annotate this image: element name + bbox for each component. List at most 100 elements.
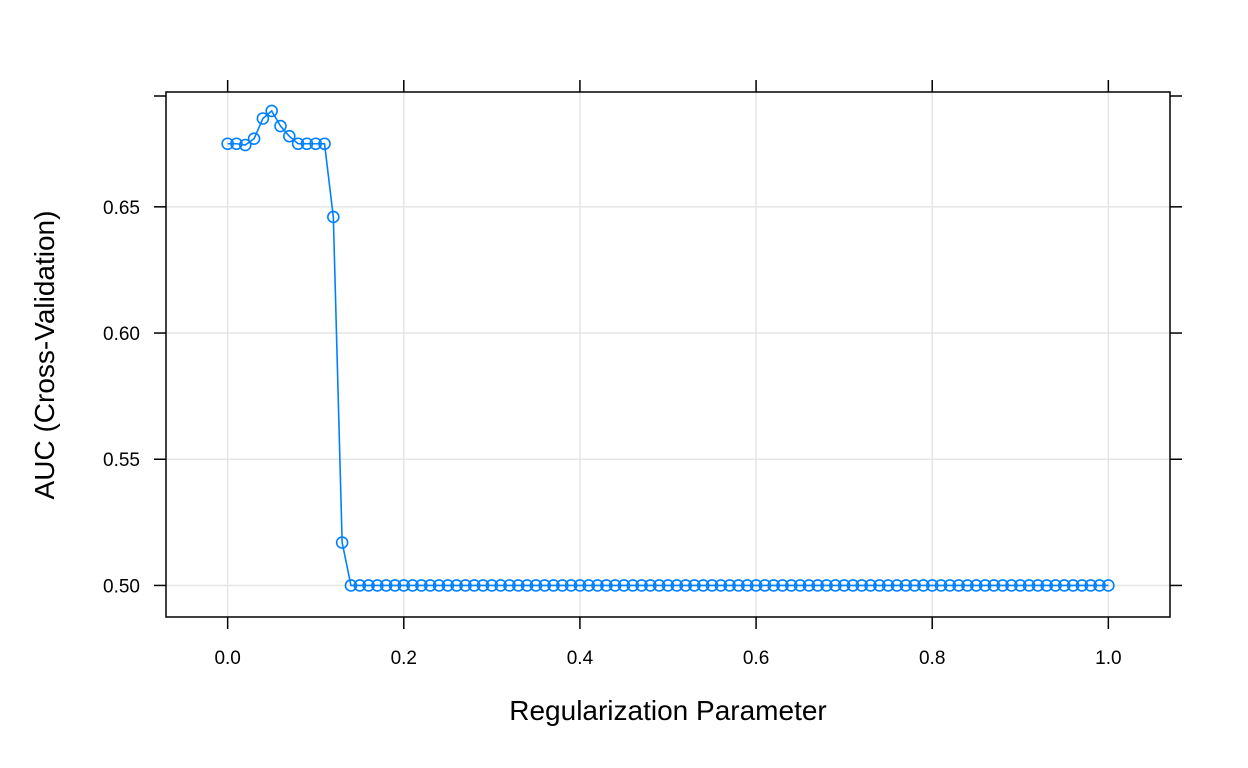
data-point (406, 579, 419, 592)
axes-layer: 0.0 0.2 0.4 0.6 0.8 1.0 0.50 0.55 0.60 0.65 (103, 80, 1182, 669)
data-point (881, 579, 895, 592)
data-point (635, 579, 648, 592)
data-point (1093, 579, 1106, 592)
data-point (591, 579, 604, 592)
data-point (723, 579, 736, 592)
data-point (379, 579, 393, 592)
data-point (327, 210, 340, 224)
y-axis-title: AUC (Cross-Validation) (29, 211, 60, 500)
data-point (908, 579, 921, 592)
data-point (1102, 579, 1115, 592)
data-point (1040, 579, 1054, 592)
data-point (644, 579, 657, 592)
data-point (282, 129, 296, 143)
data-point (1066, 579, 1080, 592)
data-point (423, 579, 437, 592)
y-tick-label: 0.55 (103, 450, 140, 471)
data-point (1031, 579, 1045, 592)
data-point (503, 579, 516, 592)
data-point (476, 579, 490, 592)
data-point (318, 137, 331, 151)
data-point (996, 579, 1009, 592)
data-point (450, 579, 463, 592)
x-tick-label: 0.8 (919, 648, 945, 669)
data-point (441, 579, 455, 592)
data-point (705, 579, 719, 592)
data-point (864, 579, 877, 592)
data-point (793, 579, 807, 592)
data-point (511, 579, 525, 592)
data-point (432, 579, 446, 592)
data-point (969, 579, 983, 592)
data-point (1022, 579, 1036, 592)
data-point (459, 579, 472, 592)
data-point (520, 579, 534, 592)
data-point (582, 579, 596, 592)
x-tick-label: 0.2 (391, 648, 417, 669)
data-point (467, 579, 481, 592)
data-point (362, 579, 375, 592)
data-point (300, 137, 314, 151)
data-point (274, 119, 287, 133)
data-point (238, 138, 252, 152)
data-point (740, 579, 754, 592)
data-point (564, 579, 578, 592)
data-point (415, 579, 428, 592)
data-point (776, 579, 789, 592)
data-point (952, 579, 965, 592)
data-point (784, 579, 798, 592)
data-point (291, 137, 305, 151)
data-point (679, 579, 692, 592)
data-point (371, 579, 384, 592)
data-point (256, 112, 270, 125)
data-point (661, 579, 675, 592)
data-point (688, 579, 701, 592)
data-point (943, 579, 957, 592)
data-point (917, 579, 930, 592)
series-line (227, 109, 1109, 587)
data-point (1075, 579, 1089, 592)
data-point (265, 104, 278, 118)
data-point (978, 579, 992, 592)
data-point (353, 579, 367, 592)
data-point (309, 137, 323, 151)
data-point (1049, 579, 1062, 592)
data-point (829, 579, 842, 592)
x-axis-title: Regularization Parameter (509, 695, 827, 726)
data-point (890, 579, 904, 592)
data-point (899, 579, 913, 592)
data-point (758, 579, 772, 592)
data-point (547, 579, 560, 592)
data-point (855, 579, 869, 592)
data-point (617, 579, 631, 592)
data-point (1013, 579, 1027, 592)
data-point (573, 579, 587, 592)
data-point (961, 579, 974, 592)
data-point (626, 579, 640, 592)
data-point (749, 579, 763, 592)
data-point (767, 579, 780, 592)
data-point (221, 137, 234, 151)
data-point (335, 536, 349, 549)
data-point (837, 579, 851, 592)
grid-lines (166, 92, 1170, 617)
data-point (732, 579, 745, 592)
data-point (1084, 579, 1098, 592)
data-point (873, 579, 886, 592)
data-point (608, 579, 622, 592)
data-point (494, 579, 507, 592)
plot-frame (165, 91, 1171, 618)
data-point (987, 579, 1001, 592)
y-tick-label: 0.60 (103, 324, 140, 345)
data-point (934, 579, 948, 592)
y-tick-label: 0.50 (103, 576, 140, 597)
x-tick-label: 0.4 (567, 648, 594, 669)
data-point (556, 579, 569, 592)
data-point (846, 579, 860, 592)
data-point (820, 579, 833, 592)
data-point (600, 579, 613, 592)
data-point (529, 579, 543, 592)
data-point (247, 132, 261, 145)
data-point (670, 579, 684, 592)
y-tick-label: 0.65 (103, 198, 140, 219)
